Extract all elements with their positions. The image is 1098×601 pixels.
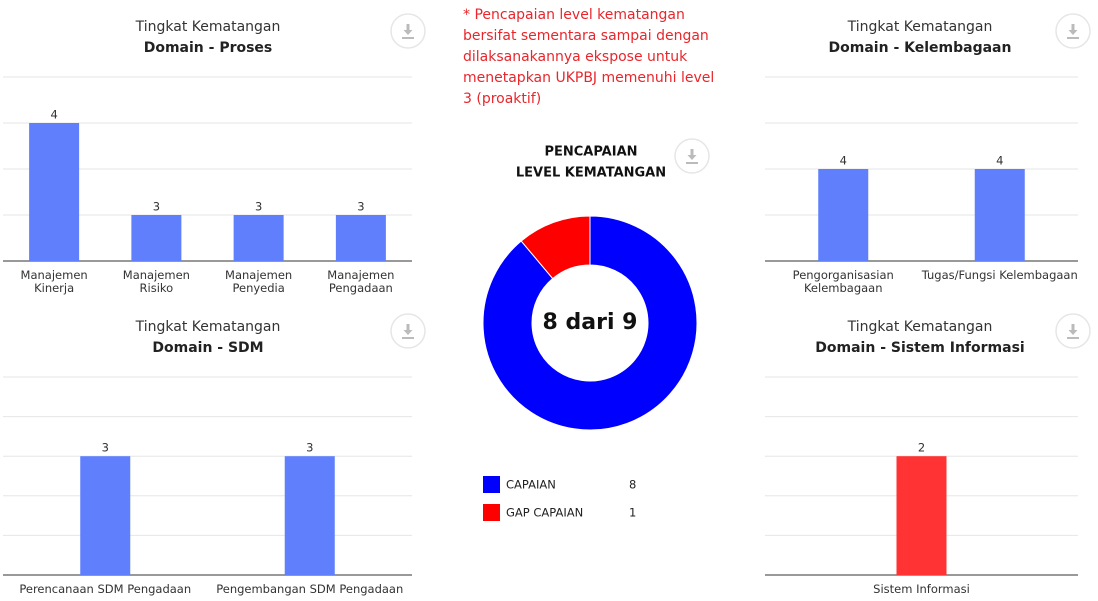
value-label: 4 xyxy=(50,108,57,122)
value-label: 4 xyxy=(996,154,1003,168)
chart-title: PENCAPAIAN xyxy=(544,145,637,160)
chart-subtitle: Domain - Sistem Informasi xyxy=(815,340,1024,356)
x-tick-label: Pengembangan SDM Pengadaan xyxy=(216,582,404,596)
value-label: 2 xyxy=(918,441,925,455)
chart-subtitle: Domain - Proses xyxy=(144,40,273,56)
center-label: 8 dari 9 xyxy=(543,310,638,335)
download-icon[interactable] xyxy=(1067,24,1079,39)
value-label: 3 xyxy=(255,200,262,214)
chart-title: Tingkat Kematangan xyxy=(847,19,993,35)
chart-subtitle: Domain - SDM xyxy=(152,340,263,356)
bar xyxy=(29,123,80,261)
download-button[interactable] xyxy=(1055,313,1091,349)
x-tick-label: Manajemen Pengadaan xyxy=(327,268,395,295)
legend-swatch xyxy=(483,476,500,493)
chart-subtitle: Domain - Kelembagaan xyxy=(829,40,1012,56)
download-button[interactable] xyxy=(1055,13,1091,49)
x-tick-label: Manajemen Risiko xyxy=(122,268,190,295)
bar xyxy=(335,215,386,261)
value-label: 3 xyxy=(357,200,364,214)
legend-label: GAP CAPAIAN xyxy=(506,506,583,520)
legend-value: 1 xyxy=(629,506,636,520)
bar xyxy=(233,215,284,261)
note: * Pencapaian level kematangan bersifat s… xyxy=(463,7,715,107)
bar xyxy=(131,215,182,261)
download-button[interactable] xyxy=(674,138,710,174)
bar xyxy=(818,169,869,261)
x-tick-label: Perencanaan SDM Pengadaan xyxy=(19,582,192,596)
x-tick-label: Tugas/Fungsi Kelembagaan xyxy=(921,268,1078,282)
bar xyxy=(974,169,1025,261)
download-icon[interactable] xyxy=(402,324,414,339)
donut-slice xyxy=(482,215,698,431)
value-label: 3 xyxy=(153,200,160,214)
value-label: 3 xyxy=(306,441,313,455)
chart-subtitle: LEVEL KEMATANGAN xyxy=(516,166,666,181)
download-icon[interactable] xyxy=(402,24,414,39)
chart-title: Tingkat Kematangan xyxy=(135,19,281,35)
chart-title: Tingkat Kematangan xyxy=(135,319,281,335)
legend-label: CAPAIAN xyxy=(506,478,556,492)
x-tick-label: Pengorganisasian Kelembagaan xyxy=(792,268,894,295)
chart-title: Tingkat Kematangan xyxy=(847,319,993,335)
value-label: 4 xyxy=(840,154,847,168)
value-label: 3 xyxy=(102,441,109,455)
legend-value: 8 xyxy=(629,478,636,492)
x-tick-label: Sistem Informasi xyxy=(873,582,970,596)
download-icon[interactable] xyxy=(686,149,698,164)
x-tick-label: Manajemen Penyedia xyxy=(225,268,293,295)
x-tick-label: Manajemen Kinerja xyxy=(20,268,88,295)
donut-slice xyxy=(520,215,591,280)
download-button[interactable] xyxy=(390,313,426,349)
download-button[interactable] xyxy=(390,13,426,49)
legend-swatch xyxy=(483,504,500,521)
download-icon[interactable] xyxy=(1067,324,1079,339)
bar xyxy=(80,456,131,575)
bar xyxy=(284,456,335,575)
bar xyxy=(896,456,947,575)
